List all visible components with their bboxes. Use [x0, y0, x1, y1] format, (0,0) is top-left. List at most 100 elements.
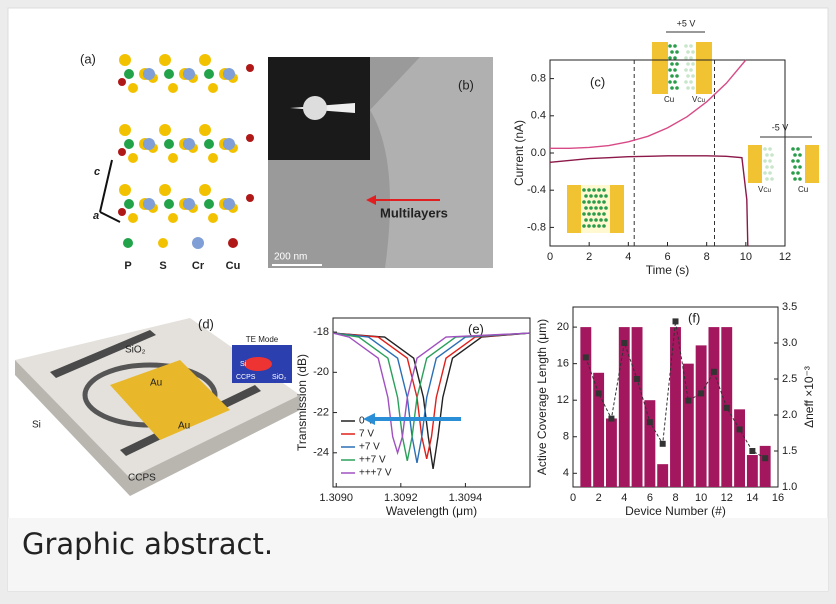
- electrode: [805, 145, 819, 183]
- atom: [118, 208, 126, 216]
- annotation: Multilayers: [380, 205, 448, 220]
- atom: [199, 54, 211, 66]
- scale-label: 200 nm: [274, 252, 307, 263]
- atom: [128, 83, 138, 93]
- y-tick-label: -0.8: [527, 221, 546, 233]
- ion: [686, 86, 690, 90]
- point: [621, 340, 627, 346]
- x-tick-label: 8: [704, 251, 710, 263]
- atom: [246, 64, 254, 72]
- ion: [691, 74, 695, 78]
- point: [583, 354, 589, 360]
- ion: [791, 171, 795, 175]
- ion: [604, 194, 608, 198]
- ion: [686, 62, 690, 66]
- label: CCPS: [128, 473, 156, 484]
- ion: [796, 171, 800, 175]
- label: Au: [178, 421, 190, 432]
- point: [698, 390, 704, 396]
- atom: [208, 213, 218, 223]
- atom: [204, 199, 214, 209]
- bar: [606, 418, 617, 487]
- ion: [763, 171, 767, 175]
- atom: [164, 199, 174, 209]
- electrode: [610, 185, 624, 233]
- ion: [793, 177, 797, 181]
- ion: [770, 177, 774, 181]
- ion: [798, 153, 802, 157]
- y-tick-label: -18: [313, 326, 329, 338]
- atom: [183, 138, 195, 150]
- y2-tick-label: 3.5: [782, 301, 797, 313]
- bar: [696, 345, 707, 487]
- legend-label: Cr: [192, 260, 205, 272]
- ion: [689, 68, 693, 72]
- legend-label: P: [124, 260, 131, 272]
- y-tick-label: -22: [313, 406, 329, 418]
- ion: [668, 68, 672, 72]
- point: [685, 398, 691, 404]
- y-tick-label: 0.0: [531, 147, 546, 159]
- x-tick-label: 0: [570, 492, 576, 504]
- ion: [587, 224, 591, 228]
- atom: [128, 153, 138, 163]
- atom: [164, 69, 174, 79]
- ion: [599, 194, 603, 198]
- x-tick-label: 4: [625, 251, 631, 263]
- inset-label: SiO₂: [272, 374, 287, 381]
- ion: [770, 153, 774, 157]
- y-tick-label: 8: [563, 431, 569, 443]
- inset-title: TE Mode: [246, 335, 279, 344]
- bar: [708, 327, 719, 487]
- atom: [143, 68, 155, 80]
- figure: Graphic abstract. (a) c a P S Cr Cu (b) …: [0, 0, 836, 599]
- x-tick-label: 1.3094: [449, 492, 483, 504]
- ion: [668, 80, 672, 84]
- ion: [584, 218, 588, 222]
- ion: [763, 147, 767, 151]
- point: [749, 448, 755, 454]
- panel-label: (e): [468, 321, 484, 336]
- label: Si: [32, 420, 41, 431]
- x-tick-label: 2: [596, 492, 602, 504]
- y-tick-label: 0.8: [531, 73, 546, 85]
- page: Graphic abstract. (a) c a P S Cr Cu (b) …: [0, 0, 836, 599]
- ion: [584, 194, 588, 198]
- atom: [164, 139, 174, 149]
- point: [634, 376, 640, 382]
- ion: [791, 159, 795, 163]
- ion: [768, 171, 772, 175]
- atom: [124, 199, 134, 209]
- y-tick-label: -0.4: [527, 184, 546, 196]
- x-tick-label: 12: [779, 251, 791, 263]
- atom: [223, 68, 235, 80]
- atom: [208, 153, 218, 163]
- x-tick-label: 6: [664, 251, 670, 263]
- ion: [602, 200, 606, 204]
- ion: [597, 224, 601, 228]
- atom: [118, 148, 126, 156]
- caption: Graphic abstract.: [22, 527, 273, 561]
- ion: [686, 74, 690, 78]
- atom: [183, 198, 195, 210]
- atom: [199, 184, 211, 196]
- atom: [208, 83, 218, 93]
- mode-spot: [244, 357, 272, 371]
- atom: [119, 124, 131, 136]
- y2-tick-label: 2.5: [782, 373, 797, 385]
- ion: [765, 177, 769, 181]
- ion: [675, 74, 679, 78]
- bar: [619, 327, 630, 487]
- legend-dot: [228, 238, 238, 248]
- electrode: [567, 185, 581, 233]
- ion: [599, 218, 603, 222]
- bar: [760, 446, 771, 487]
- ion: [589, 206, 593, 210]
- axis-label: a: [93, 210, 99, 222]
- atom: [119, 184, 131, 196]
- ion: [770, 165, 774, 169]
- ion: [602, 212, 606, 216]
- bar: [632, 327, 643, 487]
- ion: [796, 159, 800, 163]
- ion: [689, 56, 693, 60]
